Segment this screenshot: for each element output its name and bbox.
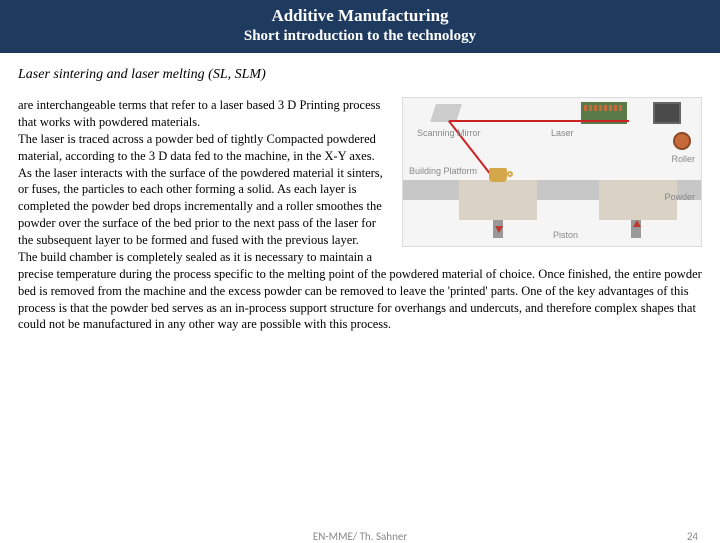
arrow-up-icon	[633, 220, 641, 227]
label-powder: Powder	[664, 192, 695, 202]
arrow-down-icon	[495, 226, 503, 233]
section-heading: Laser sintering and laser melting (SL, S…	[18, 67, 702, 83]
chip-icon	[653, 102, 681, 124]
powder-bed-left	[459, 180, 537, 220]
label-piston: Piston	[553, 230, 578, 240]
content-area: Laser sintering and laser melting (SL, S…	[0, 53, 720, 333]
mug-icon	[489, 168, 507, 182]
process-diagram: Scanning Mirror Laser Roller Building Pl…	[402, 97, 702, 247]
label-roller: Roller	[671, 154, 695, 164]
laser-beam	[449, 120, 629, 122]
label-building-platform: Building Platform	[409, 166, 477, 176]
body-wrap: Scanning Mirror Laser Roller Building Pl…	[18, 97, 702, 333]
footer-author: EN-MME/ Th. Sahner	[313, 530, 407, 543]
slide-subtitle: Short introduction to the technology	[0, 28, 720, 45]
label-scanning-mirror: Scanning Mirror	[417, 128, 481, 138]
slide-title: Additive Manufacturing	[0, 6, 720, 26]
roller-icon	[673, 132, 691, 150]
page-number: 24	[687, 530, 698, 543]
label-laser: Laser	[551, 128, 574, 138]
slide-header: Additive Manufacturing Short introductio…	[0, 0, 720, 53]
